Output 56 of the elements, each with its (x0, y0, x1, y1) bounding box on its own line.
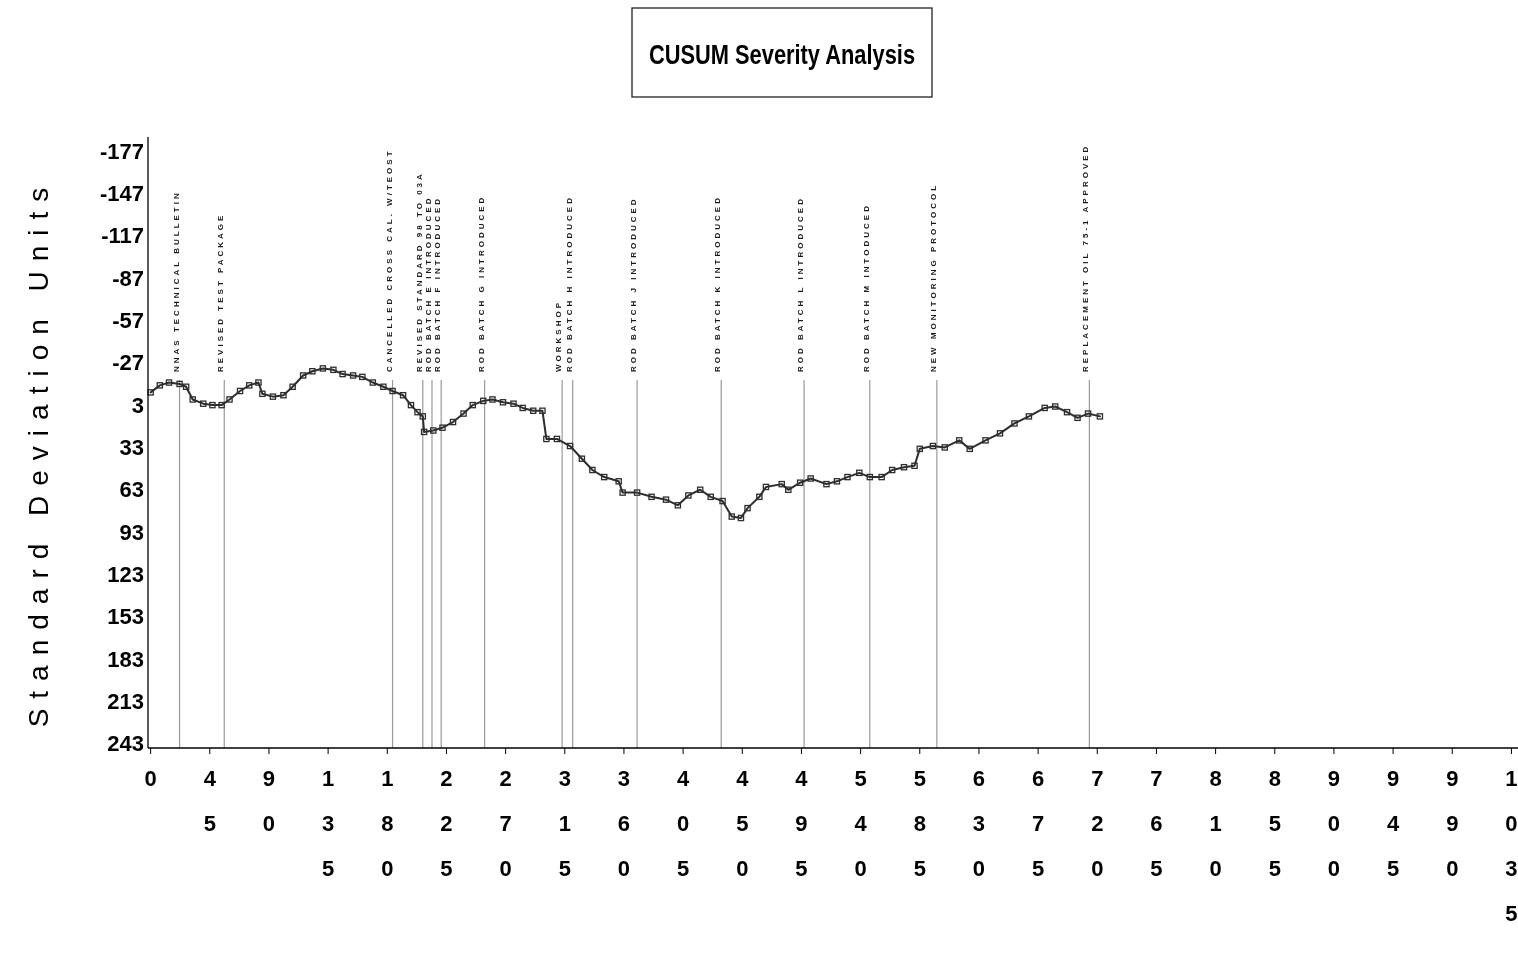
x-tick-label: 6 7 5 (1031, 766, 1045, 881)
x-tick-label: 8 1 0 (1209, 766, 1222, 881)
y-tick-label: 153 (107, 604, 144, 630)
y-tick-label: 123 (107, 562, 144, 588)
ref-line-label: ROD BATCH E INTRODUCED (423, 195, 433, 372)
y-tick-label: -177 (99, 138, 144, 164)
ref-line-label: WORKSHOP (554, 300, 564, 372)
ref-line-label: NEW MONITORING PROTOCOL (928, 182, 938, 372)
chart-title: CUSUM Severity Analysis (648, 38, 916, 70)
y-tick-label: 213 (107, 689, 144, 715)
x-tick-label: 1 8 0 (381, 766, 394, 881)
x-tick-label: 3 6 0 (617, 766, 631, 881)
y-tick-label: 63 (119, 477, 144, 503)
y-tick-label: -117 (101, 223, 144, 249)
x-tick-label: 9 9 0 (1446, 766, 1459, 881)
y-axis-title: Standard Deviation Units (23, 177, 54, 728)
x-tick-label: 2 7 0 (499, 766, 512, 881)
y-tick-label: -57 (112, 308, 144, 334)
x-tick-label: 7 6 5 (1150, 766, 1163, 881)
y-tick-label: -27 (112, 350, 144, 376)
x-tick-label: 0 (144, 766, 157, 791)
ref-line-label: REPLACEMENT OIL 75-1 APPROVED (1081, 143, 1091, 372)
ref-line-label: ROD BATCH H INTRODUCED (564, 195, 574, 372)
x-tick-label: 4 5 0 (736, 766, 750, 881)
ref-line-label: CANCELLED CROSS CAL. W/TEOST (384, 148, 394, 372)
x-tick-label: 4 9 5 (795, 766, 809, 881)
ref-line-label: REVISED STANDARD 98 TO 03A (414, 171, 424, 372)
x-tick-label: 3 1 5 (558, 766, 571, 881)
x-tick-label: 5 8 5 (913, 766, 926, 881)
x-tick-label: 6 3 0 (972, 766, 986, 881)
y-tick-label: -87 (112, 265, 144, 291)
ref-line-label: ROD BATCH L INTRODUCED (796, 196, 806, 372)
y-tick-label: 93 (119, 519, 144, 545)
x-tick-label: 9 4 5 (1386, 766, 1400, 881)
x-tick-label: 4 0 5 (676, 766, 690, 881)
ref-line-label: ROD BATCH G INTRODUCED (476, 194, 486, 372)
x-tick-label: 7 2 0 (1091, 766, 1104, 881)
x-tick-label: 4 5 (203, 766, 217, 836)
ref-line-label: REVISED TEST PACKAGE (216, 212, 226, 372)
ref-line-label: ROD BATCH M INTODUCED (861, 203, 871, 372)
x-tick-label: 8 5 5 (1268, 766, 1281, 881)
ref-line-label: ROD BATCH J INTRODUCED (629, 196, 639, 372)
x-tick-label: 1 0 3 5 (1505, 766, 1518, 926)
x-tick-label: 9 0 (262, 766, 276, 836)
y-tick-label: -147 (99, 181, 144, 207)
ref-line-label: ROD BATCH F INTRODUCED (433, 195, 443, 372)
x-tick-label: 9 0 0 (1327, 766, 1341, 881)
x-tick-label: 5 4 0 (854, 766, 868, 881)
y-tick-label: 33 (119, 435, 144, 461)
x-tick-label: 1 3 5 (322, 766, 335, 881)
y-tick-label: 243 (107, 731, 144, 757)
y-tick-label: 183 (107, 646, 144, 672)
x-tick-label: 2 2 5 (440, 766, 453, 881)
ref-line-label: NNAS TECHNICAL BULLETIN (171, 190, 181, 372)
y-tick-label: 3 (131, 392, 144, 418)
ref-line-label: ROD BATCH K INTRODUCED (713, 195, 723, 372)
